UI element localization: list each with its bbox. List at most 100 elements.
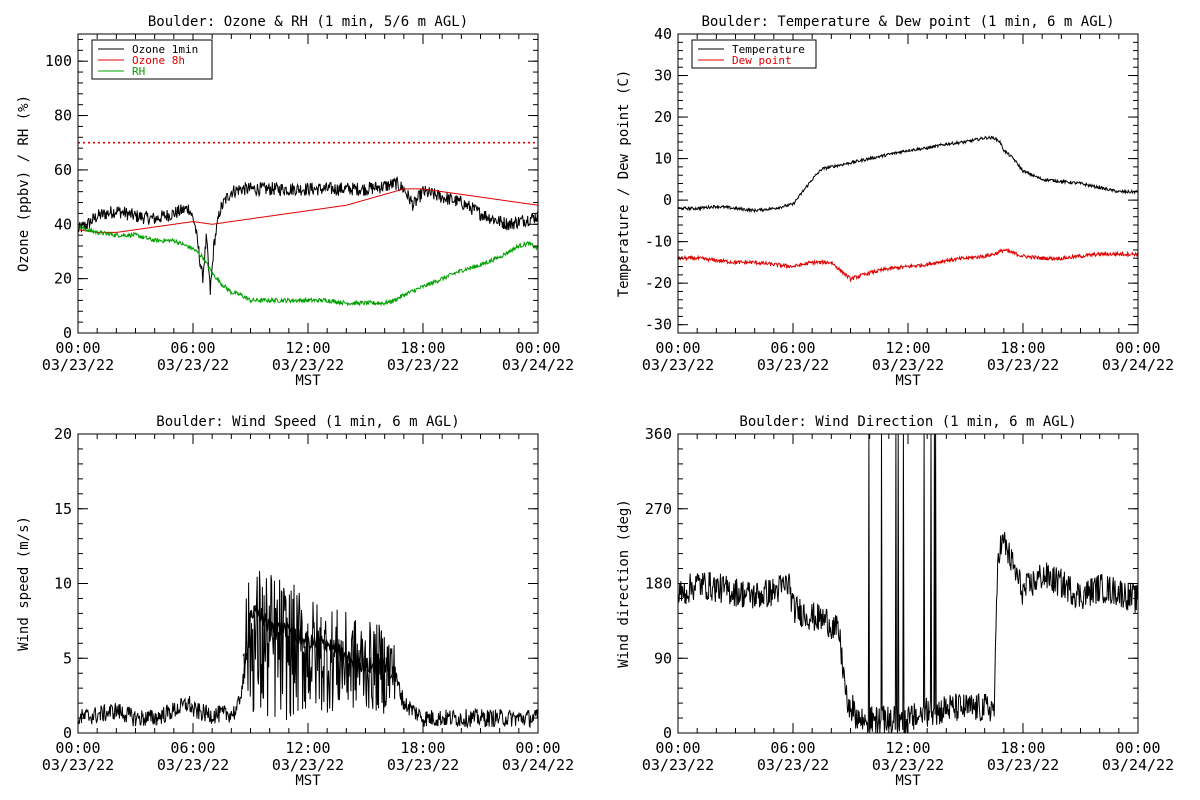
x-tick-time: 00:00 xyxy=(655,739,700,757)
y-tick-label: 180 xyxy=(645,575,672,593)
y-axis-label: Temperature / Dew point (C) xyxy=(616,70,632,298)
y-tick-label: 30 xyxy=(654,67,672,85)
x-tick-time: 06:00 xyxy=(770,739,815,757)
y-tick-label: 60 xyxy=(54,161,72,179)
x-tick-time: 12:00 xyxy=(285,739,330,757)
plot-area xyxy=(678,135,1138,283)
x-tick-time: 06:00 xyxy=(170,339,215,357)
y-tick-label: 0 xyxy=(63,724,72,742)
x-tick-time: 00:00 xyxy=(515,739,560,757)
x-axis-label: MST xyxy=(895,373,921,389)
series-line-gusts xyxy=(242,570,397,721)
x-tick-date: 03/23/22 xyxy=(272,756,344,774)
series-line-2 xyxy=(78,223,538,307)
x-tick-time: 00:00 xyxy=(55,339,100,357)
chart-panel-3: Boulder: Wind Direction (1 min, 6 m AGL)… xyxy=(616,414,1174,789)
x-tick-time: 18:00 xyxy=(400,339,445,357)
y-tick-label: 20 xyxy=(54,270,72,288)
x-tick-time: 00:00 xyxy=(1115,739,1160,757)
x-tick-time: 00:00 xyxy=(1115,339,1160,357)
y-tick-label: 90 xyxy=(654,649,672,667)
x-tick-time: 06:00 xyxy=(170,739,215,757)
series-line-0 xyxy=(678,135,1138,214)
y-tick-label: 10 xyxy=(654,150,672,168)
y-tick-label: 10 xyxy=(54,575,72,593)
x-tick-time: 18:00 xyxy=(1000,339,1045,357)
chart-panel-1: Boulder: Temperature & Dew point (1 min,… xyxy=(616,14,1174,389)
series-line-0 xyxy=(78,175,538,295)
x-tick-date: 03/23/22 xyxy=(872,356,944,374)
x-tick-time: 00:00 xyxy=(655,339,700,357)
chart-panel-2: Boulder: Wind Speed (1 min, 6 m AGL) 0 5 10… xyxy=(16,414,574,789)
y-tick-label: 0 xyxy=(663,191,672,209)
legend-label: Ozone 8h xyxy=(132,54,185,67)
chart-title: Boulder: Ozone & RH (1 min, 5/6 m AGL) xyxy=(148,14,468,30)
y-tick-label: -20 xyxy=(645,274,672,292)
x-tick-date: 03/23/22 xyxy=(157,356,229,374)
plot-area xyxy=(78,141,538,307)
legend-label: RH xyxy=(132,65,145,78)
y-tick-label: 80 xyxy=(54,107,72,125)
x-tick-date: 03/23/22 xyxy=(757,356,829,374)
chart-title: Boulder: Wind Direction (1 min, 6 m AGL) xyxy=(739,414,1076,430)
chart-title: Boulder: Wind Speed (1 min, 6 m AGL) xyxy=(156,414,459,430)
y-tick-label: 100 xyxy=(45,52,72,70)
x-tick-date: 03/23/22 xyxy=(387,356,459,374)
x-tick-date: 03/23/22 xyxy=(987,756,1059,774)
plot-area xyxy=(678,434,1138,733)
chart-title: Boulder: Temperature & Dew point (1 min,… xyxy=(701,14,1114,30)
legend-label: Dew point xyxy=(732,54,792,67)
series-line-1 xyxy=(678,247,1138,283)
x-tick-date: 03/23/22 xyxy=(642,756,714,774)
y-axis-label: Wind speed (m/s) xyxy=(16,516,32,651)
plot-area xyxy=(78,570,538,729)
legend-box xyxy=(691,39,817,69)
x-axis-label: MST xyxy=(295,373,321,389)
x-tick-date: 03/24/22 xyxy=(1102,756,1174,774)
x-tick-date: 03/23/22 xyxy=(987,356,1059,374)
x-tick-date: 03/23/22 xyxy=(272,356,344,374)
x-tick-time: 18:00 xyxy=(1000,739,1045,757)
x-tick-time: 06:00 xyxy=(770,339,815,357)
x-tick-date: 03/24/22 xyxy=(502,756,574,774)
legend-label: Temperature xyxy=(732,43,805,56)
y-tick-label: 40 xyxy=(54,215,72,233)
y-tick-label: 0 xyxy=(63,324,72,342)
y-axis-label: Ozone (ppbv) / RH (%) xyxy=(16,95,32,272)
y-tick-label: 40 xyxy=(654,25,672,43)
series-line-1 xyxy=(78,188,538,233)
x-axis-label: MST xyxy=(895,773,921,789)
x-tick-time: 18:00 xyxy=(400,739,445,757)
x-tick-date: 03/23/22 xyxy=(757,756,829,774)
x-tick-time: 12:00 xyxy=(885,339,930,357)
x-tick-time: 12:00 xyxy=(885,739,930,757)
y-tick-label: 5 xyxy=(63,649,72,667)
y-tick-label: 15 xyxy=(54,500,72,518)
x-tick-time: 00:00 xyxy=(55,739,100,757)
x-tick-time: 00:00 xyxy=(515,339,560,357)
x-tick-date: 03/23/22 xyxy=(642,356,714,374)
y-tick-label: 360 xyxy=(645,425,672,443)
y-tick-label: -30 xyxy=(645,316,672,334)
chart-panel-0: Boulder: Ozone & RH (1 min, 5/6 m AGL) 0 2… xyxy=(16,14,574,389)
x-tick-date: 03/23/22 xyxy=(387,756,459,774)
x-axis-label: MST xyxy=(295,773,321,789)
x-tick-date: 03/23/22 xyxy=(872,756,944,774)
x-tick-date: 03/23/22 xyxy=(42,756,114,774)
legend-label: Ozone 1min xyxy=(132,43,198,56)
y-tick-label: 270 xyxy=(645,500,672,518)
y-tick-label: 20 xyxy=(654,108,672,126)
y-axis-label: Wind direction (deg) xyxy=(616,499,632,668)
x-tick-date: 03/23/22 xyxy=(157,756,229,774)
x-tick-time: 12:00 xyxy=(285,339,330,357)
x-tick-date: 03/24/22 xyxy=(502,356,574,374)
y-tick-label: 0 xyxy=(663,724,672,742)
y-tick-label: 20 xyxy=(54,425,72,443)
y-tick-label: -10 xyxy=(645,233,672,251)
series-line-0 xyxy=(678,434,1138,733)
x-tick-date: 03/24/22 xyxy=(1102,356,1174,374)
x-tick-date: 03/23/22 xyxy=(42,356,114,374)
